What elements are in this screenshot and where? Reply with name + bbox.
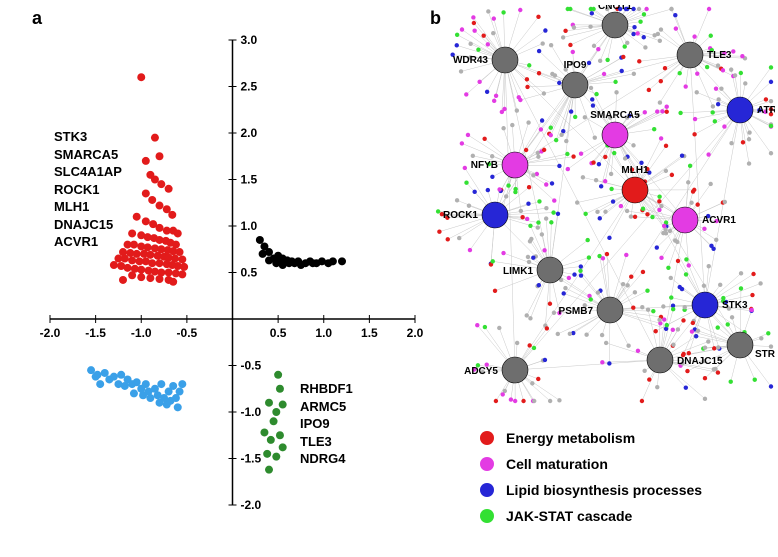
svg-text:1.0: 1.0 [241,219,258,233]
svg-text:0.5: 0.5 [270,326,287,340]
legend: Energy metabolism Cell maturation Lipid bi… [480,430,702,534]
svg-text:WDR43: WDR43 [453,55,488,66]
gene-label: TLE3 [300,433,353,451]
svg-text:0.5: 0.5 [241,266,258,280]
panel-a-label: a [32,8,42,29]
network-diagram: CNOT1 WDR43 TLE3 IPO9 ATR SMARCA5 NFYB MLH1 ROCK… [420,5,775,405]
gene-label: DNAJC15 [54,216,122,234]
svg-text:ROCK1: ROCK1 [443,210,478,221]
svg-text:IPO9: IPO9 [564,60,587,71]
legend-row: Lipid biosynthesis processes [480,482,702,498]
svg-text:-2.0: -2.0 [40,326,61,340]
svg-text:TLE3: TLE3 [707,50,732,61]
svg-text:3.0: 3.0 [241,33,258,47]
svg-text:ADCY5: ADCY5 [464,366,498,377]
svg-text:2.0: 2.0 [241,126,258,140]
svg-text:SMARCA5: SMARCA5 [590,110,640,121]
svg-text:LIMK1: LIMK1 [503,266,533,277]
gene-label: SLC4A1AP [54,163,122,181]
legend-row: Cell maturation [480,456,702,472]
svg-text:-0.5: -0.5 [177,326,198,340]
svg-text:-1.5: -1.5 [241,452,262,466]
gene-list-bottom-right: RHBDF1ARMC5IPO9TLE3NDRG4 [300,380,353,468]
svg-text:ATR: ATR [757,105,775,116]
svg-text:NFYB: NFYB [471,160,498,171]
legend-row: Energy metabolism [480,430,702,446]
legend-dot-icon [480,457,494,471]
gene-label: IPO9 [300,415,353,433]
svg-text:1.5: 1.5 [241,173,258,187]
svg-text:-2.0: -2.0 [241,498,262,512]
gene-label: RHBDF1 [300,380,353,398]
svg-text:DNAJC15: DNAJC15 [677,356,723,367]
gene-label: STK3 [54,128,122,146]
svg-text:CNOT1: CNOT1 [598,5,632,12]
legend-dot-icon [480,431,494,445]
legend-label: Lipid biosynthesis processes [506,482,702,498]
gene-label: NDRG4 [300,450,353,468]
legend-label: Cell maturation [506,456,608,472]
gene-list-top-left: STK3SMARCA5SLC4A1APROCK1MLH1DNAJC15ACVR1 [54,128,122,251]
gene-label: SMARCA5 [54,146,122,164]
svg-text:1.0: 1.0 [315,326,332,340]
svg-text:STK3: STK3 [722,300,748,311]
svg-text:-0.5: -0.5 [241,359,262,373]
legend-dot-icon [480,509,494,523]
gene-label: ARMC5 [300,398,353,416]
figure-container: a b -2.0-1.5-1.0-0.50.51.01.52.0-2.0-1.5… [0,0,778,557]
legend-row: JAK-STAT cascade [480,508,702,524]
svg-text:1.5: 1.5 [361,326,378,340]
svg-text:-1.0: -1.0 [241,405,262,419]
scatter-plot: -2.0 -1.5 -1.0 -0.5 0.5 1.0 1.5 2.0 -2.0 -1.5 -1.0… [20,30,425,530]
legend-label: Energy metabolism [506,430,635,446]
gene-label: ACVR1 [54,233,122,251]
gene-label: ROCK1 [54,181,122,199]
svg-text:-1.0: -1.0 [131,326,152,340]
panel-a-label-text: a [32,8,42,28]
legend-dot-icon [480,483,494,497]
gene-label: MLH1 [54,198,122,216]
svg-text:2.5: 2.5 [241,80,258,94]
svg-text:-1.5: -1.5 [85,326,106,340]
svg-text:STRN3: STRN3 [755,349,775,360]
svg-text:ACVR1: ACVR1 [702,215,736,226]
svg-text:MLH1: MLH1 [621,165,649,176]
legend-label: JAK-STAT cascade [506,508,632,524]
svg-text:PSMB7: PSMB7 [559,306,594,317]
